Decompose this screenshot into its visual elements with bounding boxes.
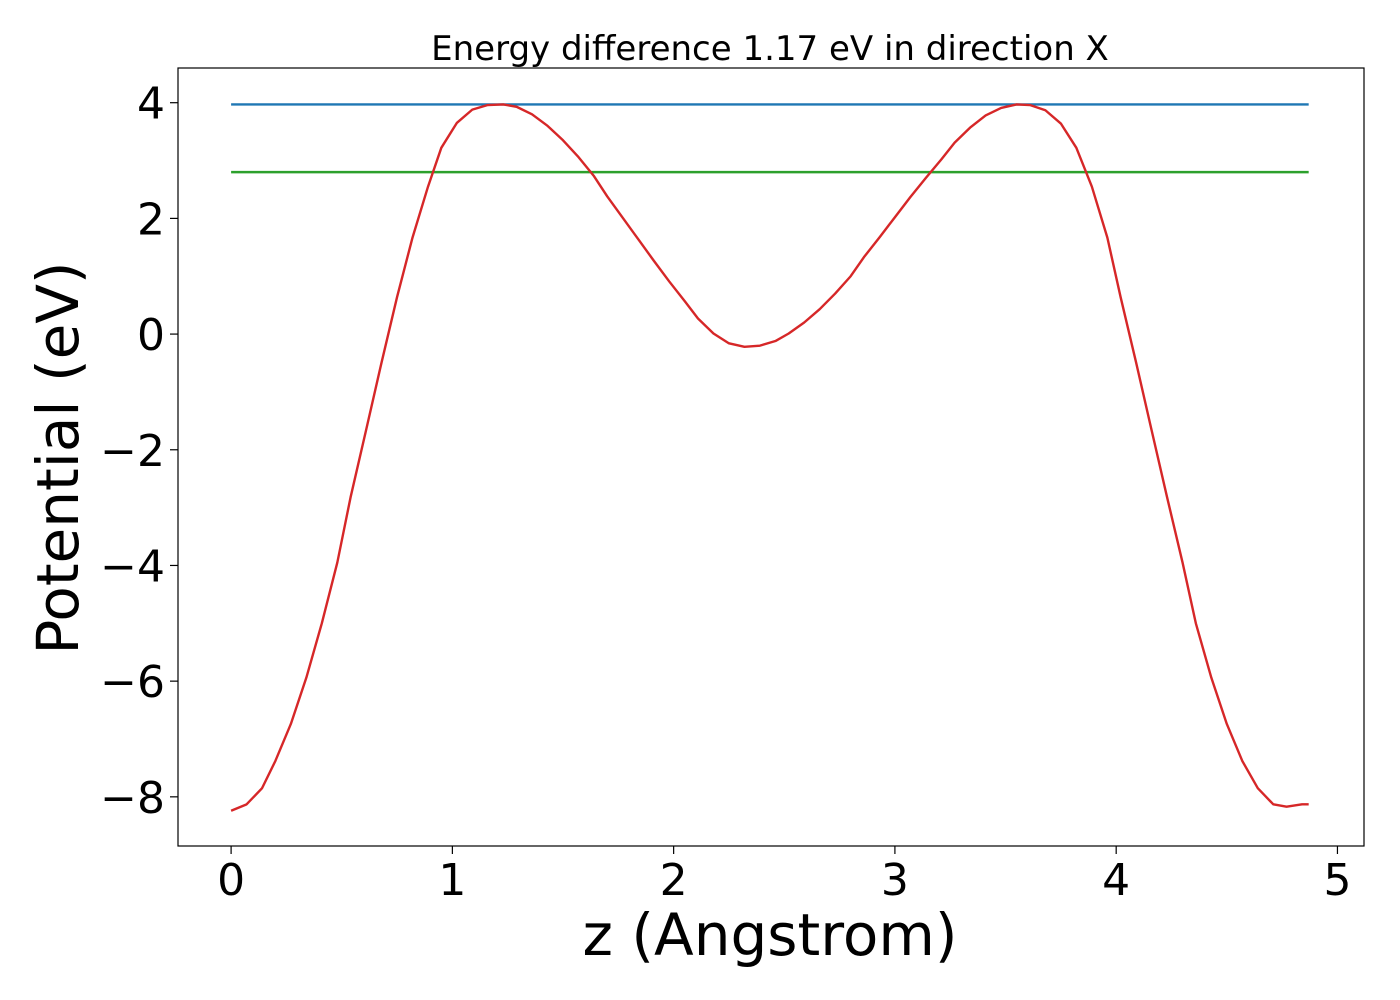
y-tick-label: −8: [100, 773, 165, 824]
chart-title: Energy difference 1.17 eV in direction X: [431, 29, 1109, 69]
x-tick-label: 5: [1323, 855, 1351, 906]
y-tick-label: 0: [137, 310, 165, 361]
y-axis: 4 2 0 −2 −4 −6 −8: [100, 79, 178, 824]
x-axis: 0 1 2 3 4 5: [217, 846, 1351, 906]
y-tick-label: 2: [137, 194, 165, 245]
y-tick-label: 4: [137, 79, 165, 130]
x-tick-label: 0: [217, 855, 245, 906]
x-axis-title: z (Angstrom): [583, 901, 958, 969]
plot-series: [230, 103, 1309, 812]
x-tick-label: 3: [881, 855, 909, 906]
x-tick-label: 2: [660, 855, 688, 906]
plot-frame: [177, 67, 1365, 847]
y-tick-label: −4: [100, 541, 165, 592]
x-tick-label: 1: [438, 855, 466, 906]
y-tick-label: −2: [100, 426, 165, 477]
y-tick-label: −6: [100, 657, 165, 708]
series-line-3: [230, 103, 1309, 812]
x-tick-label: 4: [1102, 855, 1130, 906]
y-axis-title: Potential (eV): [24, 261, 92, 654]
